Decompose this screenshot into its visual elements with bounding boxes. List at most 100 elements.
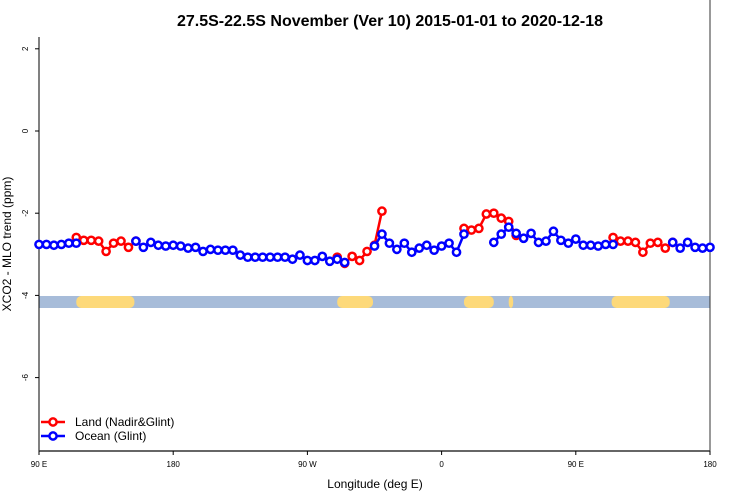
- data-point: [153, 240, 164, 251]
- data-point: [615, 236, 626, 246]
- data-point: [444, 238, 454, 249]
- data-point: [213, 245, 223, 256]
- legend-label: Land (Nadir&Glint): [75, 415, 174, 429]
- data-point: [131, 236, 141, 246]
- data-point: [690, 242, 700, 253]
- data-point: [474, 223, 484, 234]
- data-point: [41, 239, 52, 250]
- data-point: [242, 252, 253, 263]
- data-point: [123, 242, 134, 253]
- data-point: [429, 245, 439, 256]
- data-point: [287, 254, 298, 265]
- data-point: [332, 254, 343, 265]
- y-axis-label: XCO2 - MLO trend (ppm): [0, 177, 14, 312]
- land-band-segment: [611, 296, 670, 308]
- land-band-segment: [76, 296, 135, 308]
- y-tick-label: -2: [21, 209, 30, 217]
- data-point: [138, 242, 149, 253]
- data-point: [86, 235, 97, 246]
- data-point: [34, 239, 44, 250]
- data-point: [421, 240, 432, 251]
- chart-title: 27.5S-22.5S November (Ver 10) 2015-01-01…: [177, 13, 603, 30]
- data-point: [302, 255, 313, 266]
- data-point: [466, 225, 477, 235]
- data-point: [705, 242, 715, 253]
- data-point: [570, 234, 581, 244]
- data-point: [377, 229, 387, 240]
- data-point: [414, 243, 425, 253]
- data-point: [384, 238, 395, 249]
- data-point: [198, 246, 208, 257]
- data-point: [63, 238, 74, 249]
- data-point: [496, 213, 507, 223]
- x-tick-label: 90 E: [31, 460, 47, 469]
- land-band-segment: [337, 296, 374, 308]
- data-point: [339, 257, 350, 268]
- data-point: [518, 233, 529, 244]
- data-point: [645, 238, 656, 249]
- legend-marker: [48, 417, 58, 427]
- data-point: [116, 236, 126, 246]
- x-tick-label: 90 W: [298, 460, 317, 469]
- data-point: [190, 242, 201, 253]
- legend: Land (Nadir&Glint)Ocean (Glint): [41, 415, 174, 443]
- x-tick-label: 90 E: [568, 460, 584, 469]
- data-point: [220, 245, 231, 256]
- y-tick-label: -4: [21, 291, 30, 299]
- legend-label: Ocean (Glint): [75, 429, 146, 443]
- data-point: [436, 241, 447, 251]
- data-point: [317, 251, 328, 262]
- data-point: [660, 243, 671, 253]
- data-point: [667, 237, 678, 248]
- data-point: [459, 229, 469, 240]
- data-point: [488, 208, 499, 219]
- data-point: [503, 222, 514, 233]
- data-point: [183, 243, 193, 253]
- data-point: [369, 241, 380, 251]
- data-point: [675, 243, 686, 253]
- series-layer: [34, 206, 715, 269]
- data-point: [257, 252, 268, 263]
- data-point: [682, 237, 693, 248]
- data-point: [496, 229, 507, 240]
- data-point: [265, 252, 275, 263]
- land-band-segment: [463, 296, 494, 308]
- data-point: [56, 239, 67, 250]
- data-point: [608, 239, 618, 250]
- data-point: [93, 236, 104, 246]
- data-point: [481, 209, 492, 219]
- data-point: [227, 245, 238, 256]
- data-point: [563, 238, 574, 249]
- legend-marker: [48, 431, 58, 441]
- data-point: [556, 235, 566, 246]
- data-point: [347, 251, 357, 262]
- data-point: [451, 247, 462, 258]
- data-point: [175, 241, 186, 251]
- y-tick-label: 0: [21, 128, 30, 133]
- series-ocean: [34, 222, 715, 268]
- land-band-segment: [508, 296, 514, 308]
- data-point: [652, 237, 663, 248]
- data-point: [354, 255, 365, 266]
- x-tick-label: 0: [439, 460, 444, 469]
- axes: 2 0 -2 -4 -6 90 E 180 90 W 0 90 E 180: [21, 0, 717, 469]
- data-point: [541, 236, 551, 246]
- data-point: [71, 238, 82, 249]
- data-point: [697, 243, 708, 253]
- data-point: [406, 247, 417, 258]
- data-point: [235, 250, 246, 260]
- x-axis-label: Longitude (deg E): [327, 477, 422, 491]
- data-point: [145, 237, 156, 248]
- x-tick-label: 180: [167, 460, 181, 469]
- data-point: [511, 228, 522, 239]
- data-point: [49, 240, 59, 251]
- data-point: [593, 241, 604, 251]
- data-point: [205, 244, 216, 255]
- data-point: [623, 236, 633, 246]
- data-point: [578, 240, 589, 251]
- series-line: [336, 210, 384, 266]
- data-point: [272, 252, 283, 263]
- data-point: [310, 255, 320, 266]
- ocean-band: [39, 296, 710, 308]
